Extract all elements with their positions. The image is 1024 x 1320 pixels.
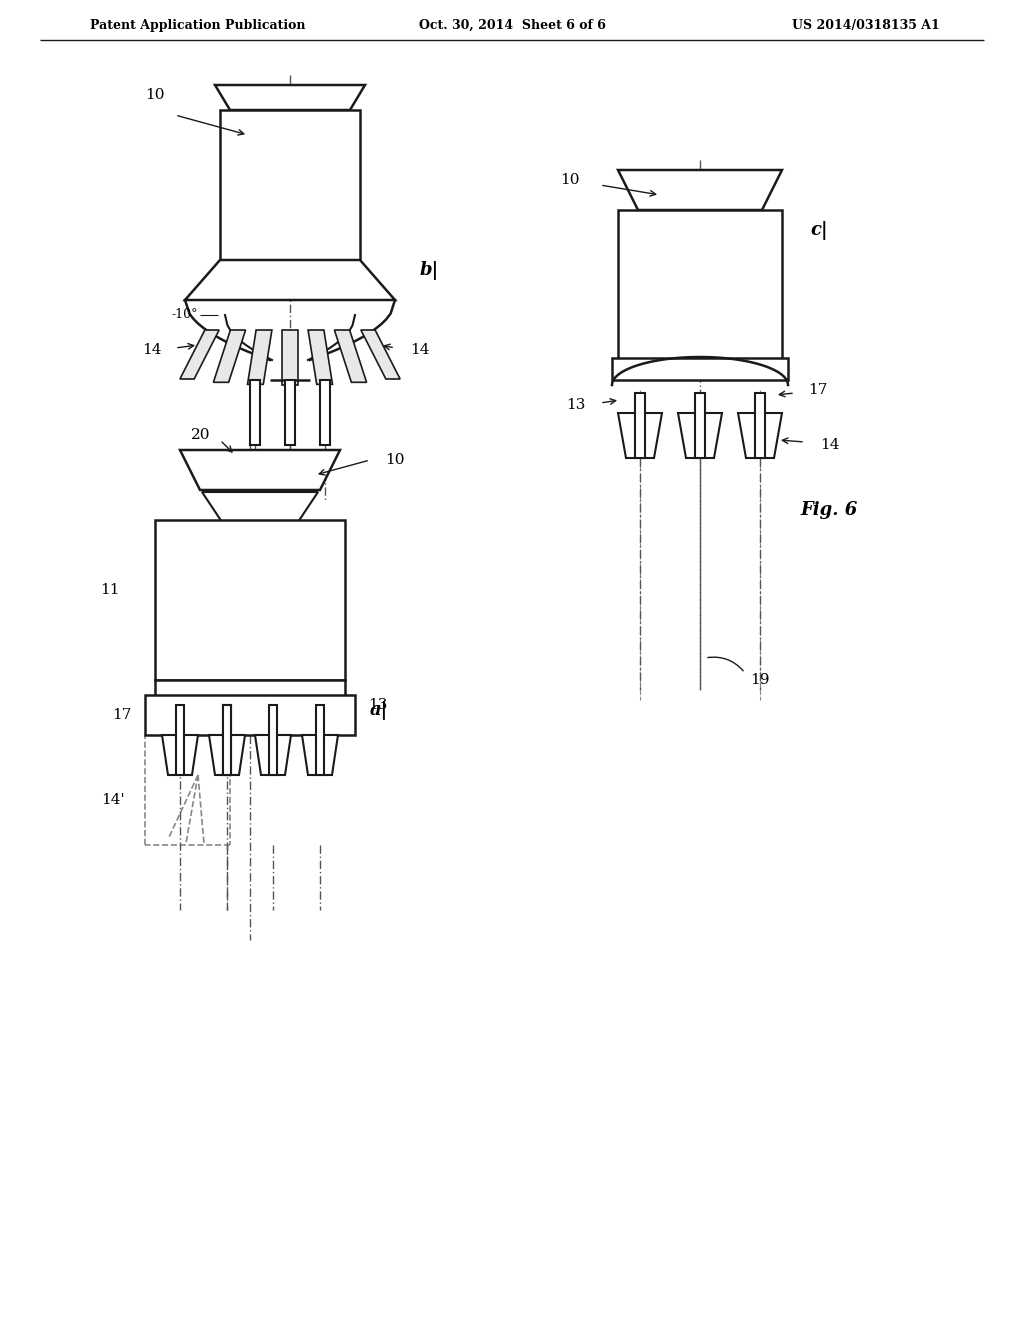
Bar — [635, 393, 645, 458]
Bar — [250, 380, 260, 445]
Bar — [755, 393, 765, 458]
Polygon shape — [282, 330, 298, 385]
Text: a|: a| — [370, 701, 388, 719]
Text: -10°: -10° — [171, 309, 198, 322]
Polygon shape — [308, 330, 333, 384]
Polygon shape — [162, 735, 198, 775]
Text: c|: c| — [810, 220, 827, 239]
Polygon shape — [202, 492, 318, 521]
Bar — [155, 520, 345, 680]
Polygon shape — [302, 735, 338, 775]
Text: 14': 14' — [101, 793, 125, 807]
Bar — [145, 696, 355, 735]
Polygon shape — [248, 330, 272, 384]
Text: 10: 10 — [560, 173, 580, 187]
Polygon shape — [180, 450, 340, 490]
Text: 14: 14 — [142, 343, 162, 356]
Bar — [220, 110, 360, 260]
Text: 13: 13 — [368, 698, 387, 711]
Text: US 2014/0318135 A1: US 2014/0318135 A1 — [793, 18, 940, 32]
Text: Oct. 30, 2014  Sheet 6 of 6: Oct. 30, 2014 Sheet 6 of 6 — [419, 18, 605, 32]
Text: 11: 11 — [100, 583, 120, 597]
Text: b|: b| — [420, 260, 439, 280]
Bar — [285, 380, 295, 445]
Text: Fig. 6: Fig. 6 — [800, 502, 857, 519]
Bar — [695, 393, 705, 458]
Bar — [269, 705, 278, 775]
Text: 17: 17 — [808, 383, 827, 397]
Polygon shape — [215, 84, 365, 110]
Text: 19: 19 — [750, 673, 769, 686]
Polygon shape — [738, 413, 782, 458]
Polygon shape — [360, 330, 400, 379]
Text: Patent Application Publication: Patent Application Publication — [90, 18, 305, 32]
Bar — [612, 358, 788, 380]
Text: 14: 14 — [410, 343, 429, 356]
Bar — [319, 380, 330, 445]
Polygon shape — [255, 735, 291, 775]
Text: 17: 17 — [113, 708, 132, 722]
Text: 20: 20 — [190, 428, 210, 442]
Bar — [618, 210, 782, 360]
Polygon shape — [618, 413, 662, 458]
Bar — [223, 705, 231, 775]
Text: 10: 10 — [145, 88, 165, 102]
Text: 10: 10 — [385, 453, 404, 467]
Polygon shape — [209, 735, 245, 775]
Text: 14: 14 — [820, 438, 840, 451]
Text: 13: 13 — [565, 399, 585, 412]
Polygon shape — [180, 330, 219, 379]
Polygon shape — [678, 413, 722, 458]
Bar — [223, 705, 231, 775]
Polygon shape — [618, 170, 782, 210]
Polygon shape — [213, 330, 246, 383]
Bar — [176, 705, 184, 775]
Polygon shape — [185, 260, 395, 300]
Polygon shape — [335, 330, 367, 383]
Bar — [155, 680, 345, 698]
Bar — [316, 705, 324, 775]
